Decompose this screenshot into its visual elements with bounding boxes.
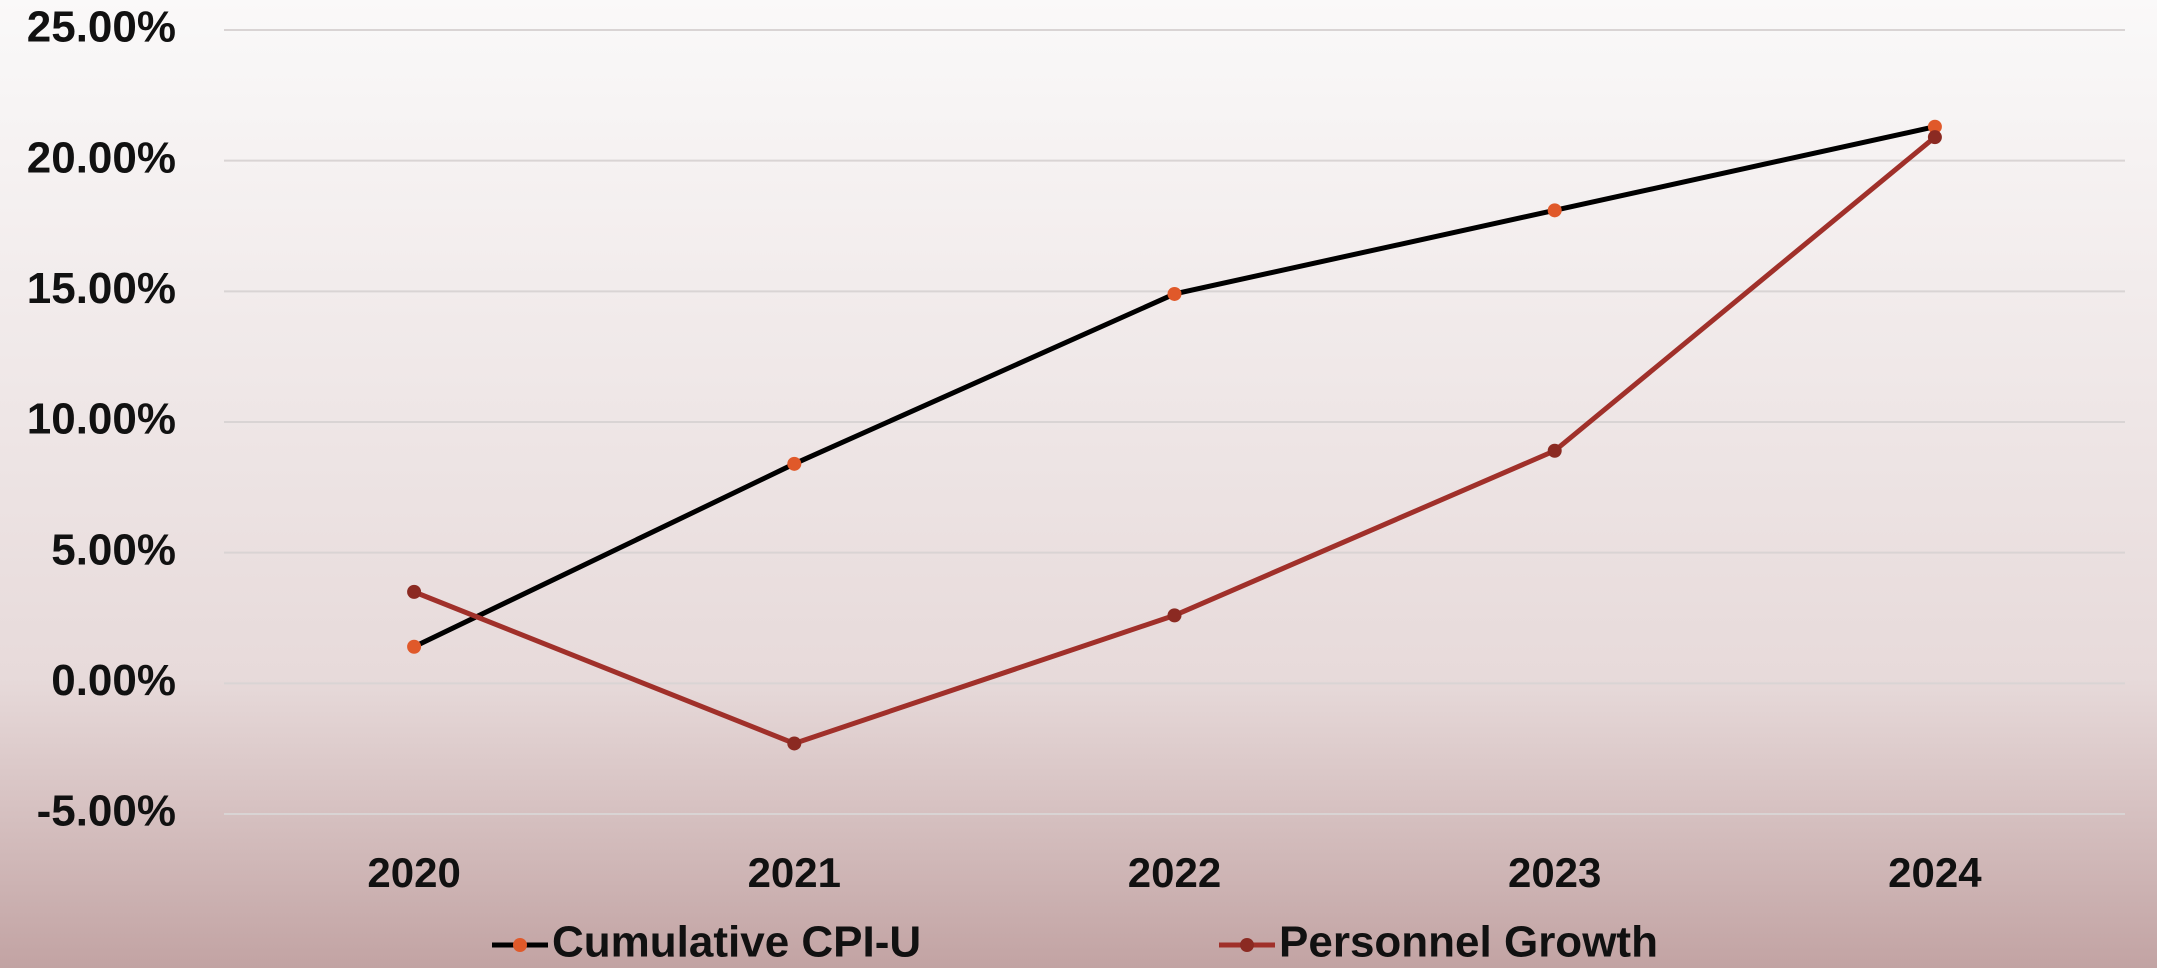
point-marker	[787, 456, 802, 471]
point-marker	[1927, 130, 1942, 145]
x-tick-label: 2021	[748, 849, 841, 896]
point-marker	[1167, 608, 1182, 623]
y-tick-label: 10.00%	[27, 395, 176, 444]
legend-symbol-marker	[1240, 938, 1254, 952]
x-tick-label: 2020	[367, 849, 460, 896]
y-tick-label: -5.00%	[37, 787, 176, 836]
point-marker	[1167, 286, 1182, 301]
point-marker	[1927, 119, 1942, 134]
point-marker	[407, 584, 422, 599]
point-marker	[1547, 203, 1562, 218]
x-tick-label: 2023	[1508, 849, 1601, 896]
legend-label: Cumulative CPI-U	[552, 918, 921, 967]
point-marker	[1547, 443, 1562, 458]
legend-symbol-marker	[513, 938, 527, 952]
y-tick-label: 25.00%	[27, 3, 176, 52]
legend-label: Personnel Growth	[1279, 918, 1658, 967]
x-tick-label: 2022	[1128, 849, 1221, 896]
y-tick-label: 15.00%	[27, 264, 176, 313]
point-marker	[407, 639, 422, 654]
x-tick-label: 2024	[1888, 849, 1982, 896]
y-tick-label: 5.00%	[51, 525, 176, 574]
y-tick-label: 20.00%	[27, 133, 176, 182]
y-tick-label: 0.00%	[51, 656, 176, 705]
point-marker	[787, 736, 802, 751]
